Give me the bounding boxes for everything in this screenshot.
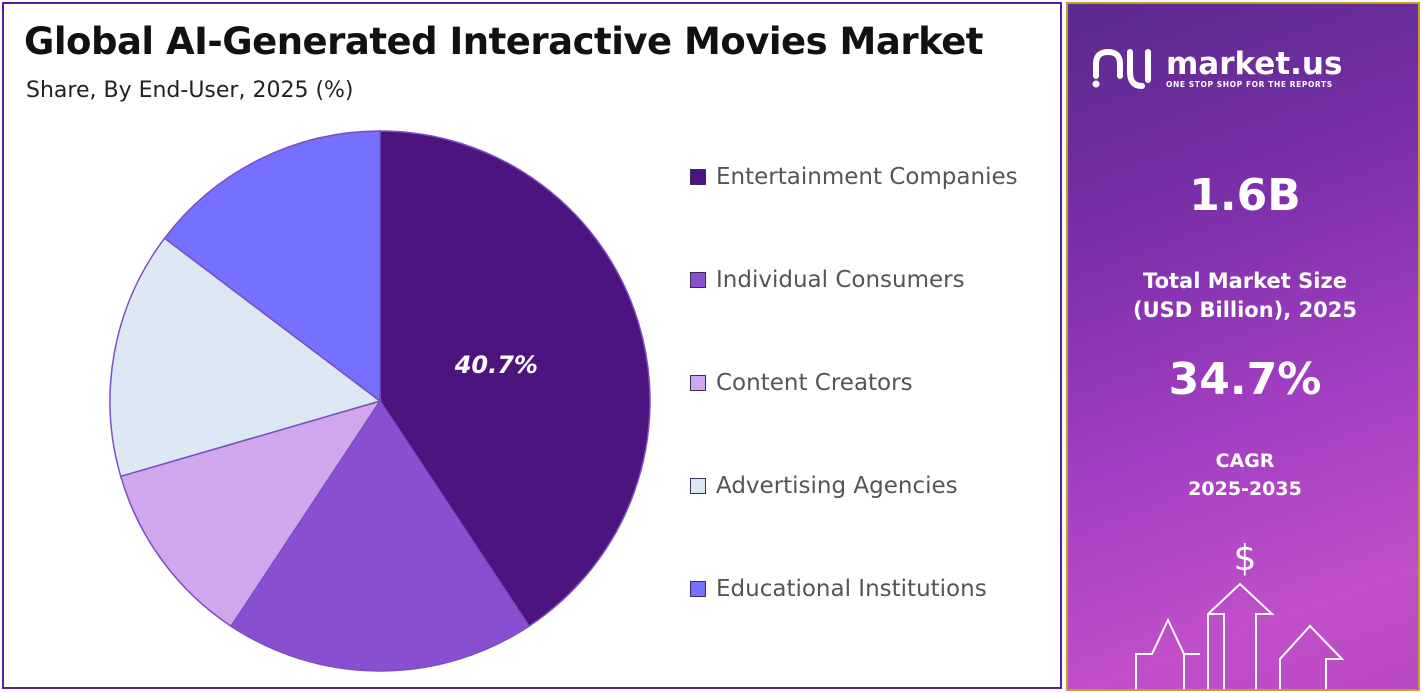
pie-chart: 40.7% (109, 130, 651, 672)
cagr-label-line2: 2025-2035 (1188, 478, 1302, 500)
brand-name: market.us (1166, 45, 1343, 82)
legend-item: Individual Consumers (690, 265, 965, 295)
legend-item: Content Creators (690, 368, 913, 398)
brand-logo: market.us ONE STOP SHOP FOR THE REPORTS (1090, 42, 1342, 94)
chart-panel: Global AI-Generated Interactive Movies M… (2, 2, 1062, 689)
summary-panel: market.us ONE STOP SHOP FOR THE REPORTS … (1066, 2, 1420, 691)
pie-slice-content-creators (119, 399, 382, 628)
cagr-value: 34.7% (1168, 354, 1322, 405)
legend-swatch (690, 272, 706, 288)
growth-arrows-icon (1135, 582, 1345, 689)
legend-swatch (690, 169, 706, 185)
legend-swatch (690, 375, 706, 391)
legend-swatch (690, 478, 706, 494)
legend-label: Advertising Agencies (716, 473, 958, 499)
market-size-value: 1.6B (1189, 170, 1301, 221)
pie-slice-individual-consumers (230, 399, 530, 672)
market-us-logo-icon (1092, 48, 1151, 89)
legend-item: Educational Institutions (690, 574, 987, 604)
pie-slice-educational-institutions (163, 130, 381, 403)
legend-swatch (690, 581, 706, 597)
legend-label: Educational Institutions (716, 576, 987, 602)
legend-label: Individual Consumers (716, 267, 965, 293)
cagr-label-line1: CAGR (1215, 450, 1275, 472)
chart-subtitle: Share, By End-User, 2025 (%) (26, 78, 354, 103)
dollar-icon: $ (1233, 538, 1257, 579)
legend-label: Content Creators (716, 370, 913, 396)
pie-slice-advertising-agencies (109, 237, 382, 478)
legend-label: Entertainment Companies (716, 164, 1018, 190)
chart-title: Global AI-Generated Interactive Movies M… (24, 20, 983, 63)
legend-item: Advertising Agencies (690, 471, 958, 501)
market-size-label-line1: Total Market Size (1143, 269, 1347, 293)
brand-tagline: ONE STOP SHOP FOR THE REPORTS (1166, 79, 1333, 89)
legend-item: Entertainment Companies (690, 162, 1018, 192)
data-label: 40.7% (454, 351, 538, 379)
market-size-label-line2: (USD Billion), 2025 (1132, 298, 1358, 322)
